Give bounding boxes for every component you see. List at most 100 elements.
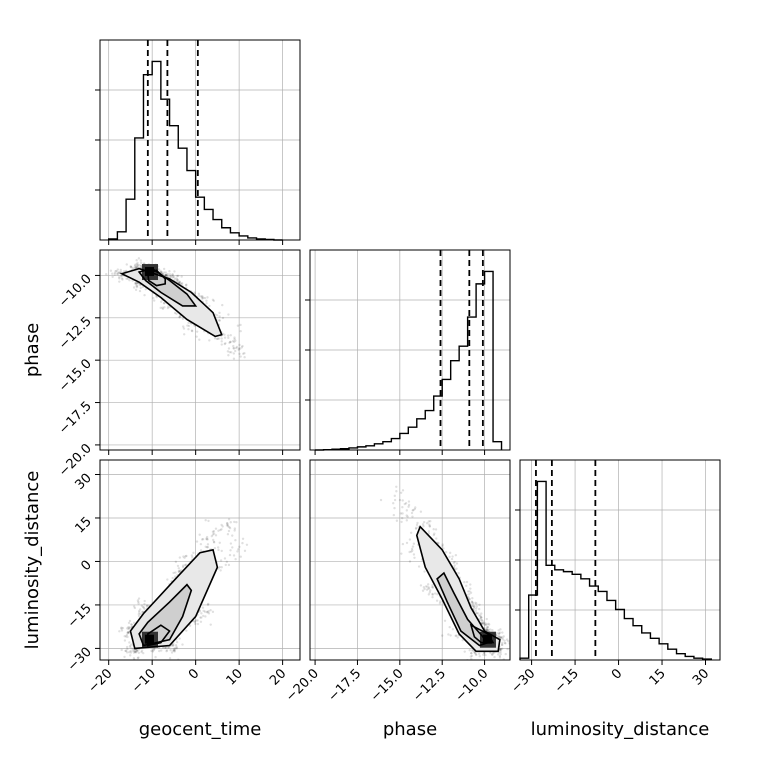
scatter-point (136, 265, 139, 269)
scatter-point (195, 330, 199, 333)
histogram-phase (315, 270, 503, 451)
density-fill-inner (437, 573, 488, 646)
scatter-point (219, 528, 222, 532)
scatter-point (229, 521, 232, 524)
x-tick-label: −15 (552, 666, 582, 696)
scatter-point (138, 608, 142, 611)
scatter-point (400, 520, 403, 524)
scatter-point (151, 650, 155, 653)
scatter-point (130, 643, 133, 646)
scatter-point (234, 557, 237, 561)
scatter-point (136, 261, 139, 265)
scatter-point (174, 560, 178, 564)
scatter-point (127, 625, 130, 629)
scatter-point (412, 553, 416, 556)
scatter-point (131, 649, 135, 653)
scatter-point (126, 627, 129, 630)
scatter-point (480, 612, 483, 615)
scatter-point (175, 279, 179, 282)
scatter-point (135, 259, 138, 262)
scatter-point (205, 537, 208, 540)
scatter-point (226, 522, 229, 525)
scatter-point (235, 346, 238, 350)
scatter-point (478, 603, 481, 606)
scatter-point (428, 525, 432, 528)
scatter-point (186, 324, 189, 327)
scatter-point (201, 295, 204, 298)
scatter-point (135, 284, 138, 288)
scatter-point (214, 534, 218, 537)
scatter-point (115, 272, 119, 275)
scatter-point (425, 588, 429, 591)
scatter-point (500, 636, 503, 640)
scatter-point (121, 278, 124, 281)
scatter-point (499, 648, 502, 652)
scatter-point (142, 605, 145, 609)
scatter-point (481, 622, 484, 626)
scatter-point (136, 648, 139, 652)
scatter-point (168, 270, 171, 273)
scatter-point (468, 593, 471, 596)
panel-luminosity_distance-phase: −20.0 −17.5 −15.0 −12.5 −10.0 (283, 459, 511, 705)
scatter-point (481, 621, 484, 625)
scatter-point (234, 539, 237, 542)
x-tick-label: 0 (609, 666, 625, 682)
scatter-point (228, 350, 231, 354)
scatter-point (118, 271, 121, 274)
scatter-point (410, 547, 414, 551)
scatter-point (182, 325, 185, 328)
scatter-point (496, 653, 500, 656)
scatter-point (210, 534, 214, 538)
scatter-point (502, 635, 505, 638)
scatter-point (132, 605, 136, 608)
scatter-point (415, 523, 419, 527)
scatter-point (125, 263, 128, 266)
scatter-point (141, 610, 145, 614)
scatter-point (182, 333, 186, 336)
scatter-point (177, 570, 181, 573)
scatter-point (507, 639, 510, 643)
scatter-point (232, 347, 236, 350)
scatter-point (126, 277, 130, 280)
scatter-point (203, 296, 207, 300)
scatter-point (441, 543, 444, 546)
scatter-point (178, 316, 181, 319)
scatter-point (136, 284, 139, 287)
scatter-point (178, 280, 181, 284)
scatter-point (193, 620, 196, 623)
scatter-point (217, 337, 221, 340)
scatter-point (137, 597, 141, 600)
scatter-point (501, 636, 504, 639)
scatter-point (176, 564, 180, 568)
scatter-point (207, 602, 210, 606)
scatter-point (226, 334, 230, 337)
scatter-point (132, 286, 136, 289)
scatter-point (241, 537, 245, 540)
scatter-point (133, 650, 137, 654)
scatter-point (465, 580, 469, 584)
scatter-point (504, 652, 507, 656)
scatter-point (218, 541, 221, 544)
scatter-point (170, 651, 174, 654)
x-axis-label-geocent-time: geocent_time (139, 719, 262, 740)
scatter-point (448, 551, 452, 555)
scatter-point (232, 344, 235, 348)
scatter-point (202, 609, 205, 613)
scatter-point (207, 609, 210, 613)
scatter-point (207, 519, 210, 523)
scatter-point (161, 306, 164, 309)
scatter-point (429, 519, 432, 523)
scatter-point (235, 345, 239, 349)
scatter-point (126, 635, 129, 639)
scatter-point (181, 317, 185, 321)
scatter-point (451, 628, 455, 631)
scatter-point (393, 498, 397, 502)
scatter-point (129, 651, 133, 654)
scatter-point (145, 604, 149, 607)
scatter-point (408, 538, 412, 541)
scatter-point (423, 587, 426, 591)
scatter-point (179, 282, 182, 285)
scatter-point (155, 295, 158, 299)
scatter-point (485, 628, 489, 631)
scatter-point (174, 643, 178, 647)
